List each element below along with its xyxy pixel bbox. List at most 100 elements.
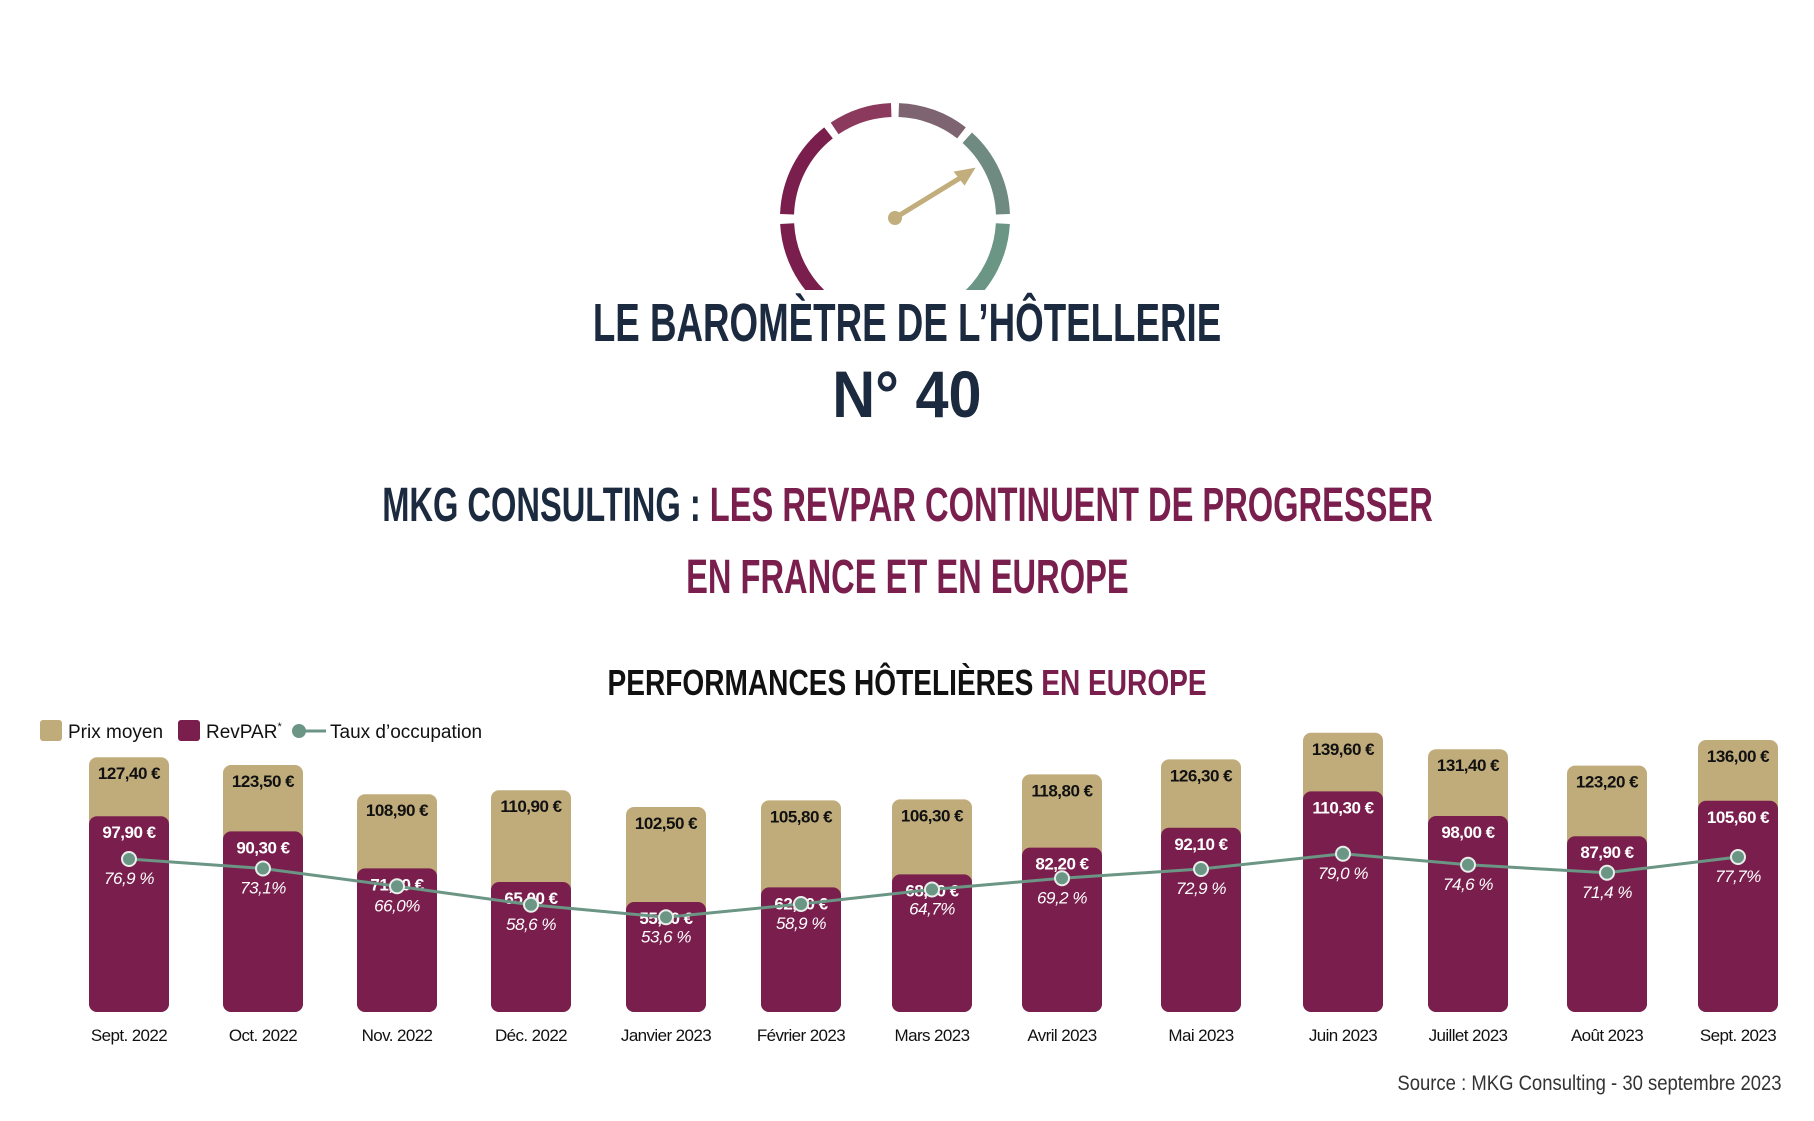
point-occupation [121,851,137,867]
x-tick-label: Déc. 2022 [495,1026,567,1045]
headline-line-1: MKG CONSULTING : LES REVPAR CONTINUENT D… [0,478,1814,533]
point-occupation [1599,864,1615,881]
label-revpar: 105,60 € [1707,808,1770,827]
label-prix-moyen: 110,90 € [500,797,562,816]
point-occupation [658,909,674,926]
x-tick-label: Mars 2023 [895,1026,970,1045]
label-occupation: 74,6 % [1443,875,1493,894]
gauge-needle-tip [953,167,976,186]
issue-number: N° 40 [832,357,982,431]
point-occupation [1335,845,1351,862]
label-occupation: 64,7% [909,900,955,919]
point-occupation [523,896,539,913]
bar-revpar [892,874,972,1012]
label-occupation: 77,7% [1715,867,1761,886]
label-occupation: 58,6 % [506,915,556,934]
bar-revpar [1428,816,1508,1012]
x-tick-label: Sept. 2023 [1700,1026,1776,1045]
gauge-segment [965,223,1010,290]
gauge-segment [962,132,1010,215]
headline-line-2: EN FRANCE ET EN EUROPE [685,551,1129,604]
x-tick-label: Mai 2023 [1168,1026,1233,1045]
label-revpar: 82,20 € [1035,855,1089,874]
x-tick-label: Août 2023 [1571,1026,1643,1045]
point-occupation [924,881,940,898]
label-revpar: 92,10 € [1174,835,1228,854]
page-title: LE BAROMÈTRE DE L’HÔTELLERIE [592,293,1222,353]
bar-revpar [626,902,706,1012]
gauge-segment [780,127,833,215]
point-occupation [1054,870,1070,887]
label-prix-moyen: 106,30 € [901,806,964,825]
label-occupation: 72,9 % [1176,879,1226,898]
label-revpar: 97,90 € [102,823,156,842]
point-occupation [255,860,271,877]
bar-group: 102,50 €55,00 €Janvier 2023 [621,807,712,1045]
label-prix-moyen: 118,80 € [1031,781,1093,800]
bar-group: 106,30 €68,80 €Mars 2023 [892,799,972,1045]
x-tick-label: Oct. 2022 [229,1026,297,1045]
bar-revpar [1161,827,1241,1012]
label-prix-moyen: 102,50 € [635,814,698,833]
bar-group: 136,00 € 105,60 € Sept. 2023 [1698,740,1778,1045]
bar-revpar [357,868,437,1012]
label-revpar: 98,00 € [1441,823,1495,842]
bar-group: 123,50 € 90,30 € Oct. 2022 [223,765,303,1045]
bar-revpar [1022,847,1102,1012]
x-tick-label: Sept. 2022 [91,1026,167,1045]
legend-label-prix-moyen: Prix moyen [68,722,163,743]
label-occupation: 53,6 % [641,927,691,946]
bar-revpar [1303,791,1383,1012]
label-prix-moyen: 126,30 € [1170,766,1233,785]
bar-group: 127,40 € 97,90 € Sept. 2022 [89,757,169,1045]
label-occupation: 69,2 % [1037,888,1087,907]
point-occupation [1730,849,1746,865]
bar-group: 126,30 € 92,10 € Mai 2023 [1161,759,1241,1045]
point-occupation [1193,861,1209,877]
headline-source: MKG CONSULTING : [381,479,710,532]
gauge-pivot [888,211,902,225]
bar-revpar [491,882,571,1012]
label-revpar: 90,30 € [236,838,290,857]
bar-revpar [89,816,169,1012]
point-occupation [793,896,809,912]
point-occupation [389,878,405,895]
label-occupation: 66,0% [374,896,420,915]
label-occupation: 79,0 % [1318,864,1368,883]
bar-group: 131,40 € 98,00 € Juillet 2023 [1428,749,1508,1045]
x-tick-label: Juillet 2023 [1429,1026,1508,1045]
x-tick-label: Février 2023 [757,1026,845,1045]
x-tick-label: Juin 2023 [1309,1026,1377,1045]
x-tick-label: Nov. 2022 [362,1026,433,1045]
legend-swatch-revpar [178,720,200,741]
label-prix-moyen: 123,20 € [1576,773,1639,792]
label-prix-moyen: 139,60 € [1312,740,1375,759]
legend: Prix moyen RevPAR* Taux d’occupation [40,720,482,743]
label-prix-moyen: 123,50 € [232,772,295,791]
gauge-segment [830,103,892,135]
x-tick-label: Avril 2023 [1027,1026,1096,1045]
label-occupation: 71,4 % [1582,883,1632,902]
label-prix-moyen: 127,40 € [98,764,161,783]
bar-revpar [1567,836,1647,1012]
bar-group: 118,80 € 82,20 € Avril 2023 [1022,774,1102,1045]
label-prix-moyen: 108,90 € [366,801,429,820]
gauge-segment [780,223,825,290]
label-occupation: 58,9 % [776,914,826,933]
chart-title: PERFORMANCES HÔTELIÈRES EN EUROPE [607,662,1207,703]
label-occupation: 73,1% [240,879,286,898]
gauge-needle [893,172,967,221]
point-occupation [1460,856,1476,873]
bar-revpar [1698,800,1778,1012]
legend-label-revpar: RevPAR* [206,721,282,743]
label-prix-moyen: 131,40 € [1437,756,1500,775]
legend-swatch-prix-moyen [40,720,62,741]
legend-label-occupation: Taux d’occupation [330,722,482,743]
legend-marker-occupation [292,724,306,738]
label-revpar: 87,90 € [1580,843,1634,862]
source-note: Source : MKG Consulting - 30 septembre 2… [1397,1072,1782,1095]
label-prix-moyen: 105,80 € [770,807,833,826]
label-prix-moyen: 136,00 € [1707,747,1770,766]
bar-group: 123,20 € 87,90 € Août 2023 [1567,765,1647,1045]
bar-revpar [761,887,841,1012]
